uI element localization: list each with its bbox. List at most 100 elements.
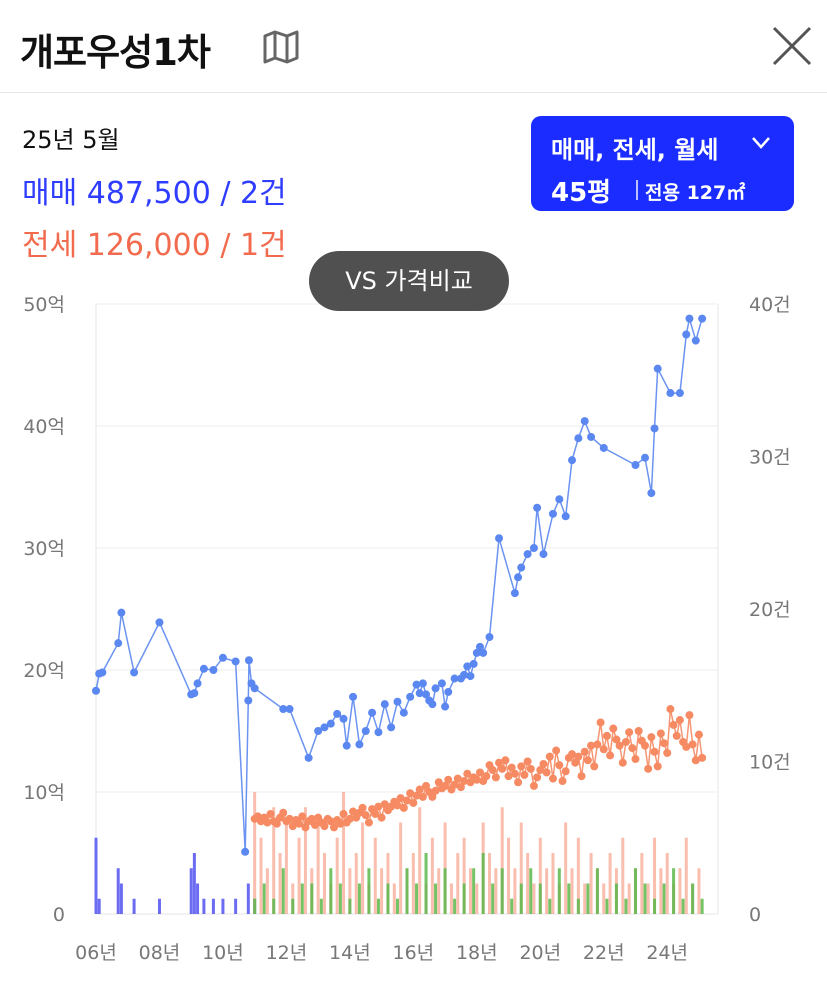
- price-point: [691, 756, 700, 765]
- volume-bar: [488, 853, 492, 914]
- volume-bar: [189, 868, 193, 914]
- price-point: [266, 809, 275, 818]
- price-point: [666, 705, 675, 714]
- price-point: [371, 809, 380, 818]
- x-tick-label: 24년: [646, 942, 688, 964]
- price-point: [320, 822, 329, 831]
- volume-bar: [211, 898, 215, 914]
- price-point: [463, 769, 472, 778]
- price-point: [574, 434, 583, 443]
- price-point: [130, 668, 139, 677]
- price-point: [621, 737, 630, 746]
- volume-bar: [192, 853, 196, 914]
- x-tick-label: 14년: [329, 942, 371, 964]
- price-point: [244, 696, 253, 705]
- price-point: [285, 705, 294, 714]
- price-point: [393, 801, 402, 810]
- price-point: [209, 666, 218, 674]
- price-point: [349, 692, 358, 701]
- price-point: [114, 639, 123, 648]
- price-point: [653, 364, 662, 373]
- selected-date: 25년 5월: [22, 126, 120, 154]
- price-point: [349, 807, 358, 816]
- price-point: [669, 720, 678, 729]
- volume-bar: [221, 898, 225, 914]
- price-point: [295, 819, 304, 828]
- price-point: [634, 727, 643, 735]
- price-point: [345, 814, 354, 823]
- volume-bar: [338, 883, 342, 914]
- volume-bar: [659, 868, 663, 914]
- price-point: [412, 680, 421, 689]
- x-tick-label: 16년: [393, 942, 435, 964]
- price-point: [199, 664, 208, 673]
- price-point: [488, 766, 497, 775]
- volume-bar: [157, 898, 161, 914]
- price-point: [517, 762, 526, 771]
- price-point: [618, 758, 627, 767]
- price-point: [698, 753, 707, 762]
- volume-bar: [405, 868, 409, 914]
- price-point: [399, 708, 408, 717]
- price-point: [377, 813, 386, 822]
- close-icon[interactable]: [770, 24, 814, 68]
- price-point: [355, 740, 364, 749]
- volume-bar: [643, 883, 647, 914]
- price-point: [469, 659, 478, 668]
- volume-bar: [348, 868, 352, 914]
- price-point: [650, 747, 659, 756]
- price-point: [279, 808, 288, 817]
- price-point: [444, 775, 453, 784]
- map-icon[interactable]: [262, 30, 300, 64]
- price-point: [301, 823, 310, 832]
- price-point: [418, 792, 427, 801]
- volume-bar: [567, 883, 571, 914]
- volume-bar: [570, 868, 574, 914]
- volume-bar: [526, 853, 530, 914]
- volume-bar: [449, 883, 453, 914]
- vs-price-compare-button[interactable]: VS 가격비교: [309, 251, 509, 311]
- volume-bar: [608, 853, 612, 914]
- price-point: [571, 758, 580, 767]
- price-point: [548, 509, 557, 518]
- trade-filter-button[interactable]: 매매, 전세, 월세 45평 전용 127㎡: [531, 116, 794, 211]
- price-point: [568, 456, 577, 465]
- volume-bar: [415, 883, 419, 914]
- filter-divider: [636, 180, 638, 200]
- price-point: [609, 724, 618, 733]
- volume-bar: [97, 898, 101, 914]
- volume-bar: [262, 883, 266, 914]
- price-point: [415, 785, 424, 794]
- volume-bar: [551, 853, 555, 914]
- y-left-tick-label: 20억: [23, 660, 65, 682]
- volume-bar: [272, 807, 276, 914]
- volume-bar: [380, 868, 384, 914]
- price-point: [590, 762, 599, 771]
- y-left-tick-label: 10억: [23, 782, 65, 804]
- volume-bar: [586, 883, 590, 914]
- volume-bar: [627, 883, 631, 914]
- price-point: [437, 679, 446, 688]
- volume-bar: [303, 807, 307, 914]
- size-pyeong-label: 45평: [551, 178, 612, 208]
- price-point: [504, 772, 513, 781]
- price-point: [510, 769, 519, 778]
- x-tick-label: 22년: [583, 942, 625, 964]
- volume-bar: [281, 868, 285, 914]
- price-point: [647, 489, 656, 498]
- volume-bar: [453, 898, 457, 914]
- price-point: [561, 512, 570, 521]
- price-point: [444, 687, 453, 696]
- volume-bar: [367, 868, 371, 914]
- volume-bar: [491, 883, 495, 914]
- price-point: [422, 781, 431, 790]
- sale-summary: 매매 487,500 / 2건: [22, 176, 287, 211]
- price-point: [92, 686, 100, 695]
- volume-bar: [310, 883, 314, 914]
- price-point: [466, 672, 475, 681]
- price-point: [431, 786, 440, 795]
- price-point: [374, 802, 383, 811]
- price-point: [418, 679, 427, 688]
- volume-bar: [291, 898, 295, 914]
- volume-bar: [691, 883, 695, 914]
